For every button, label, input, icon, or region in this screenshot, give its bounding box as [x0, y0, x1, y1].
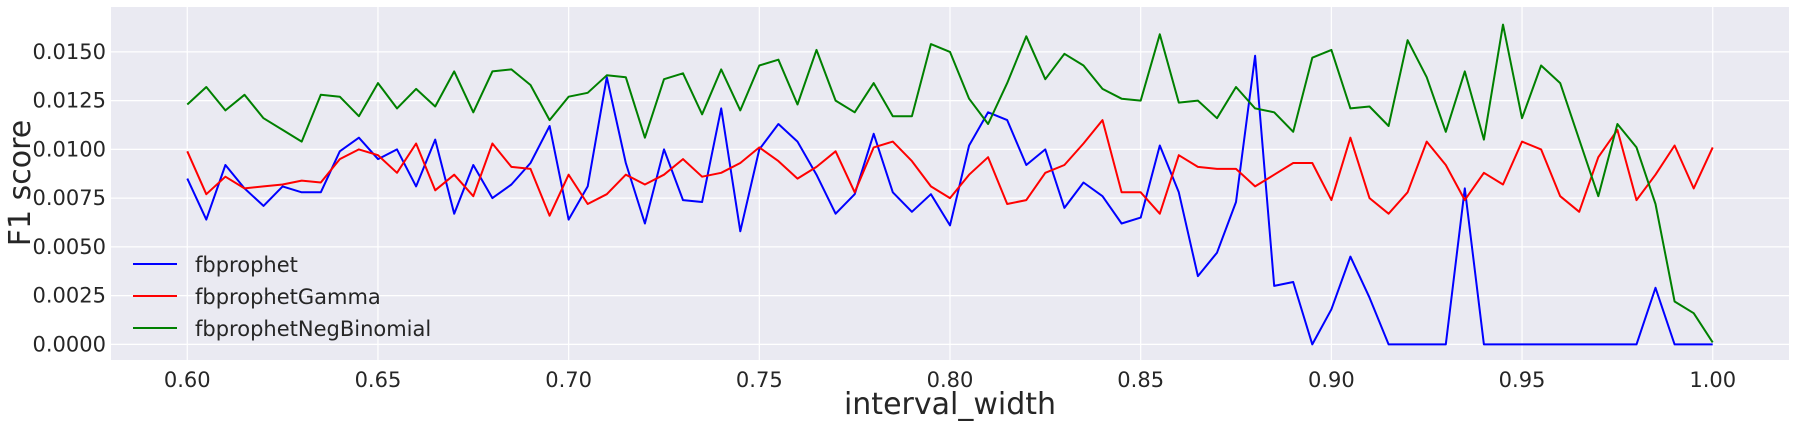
y-tick-label: 0.0150: [33, 40, 106, 64]
series-line-fbprophet: [186, 54, 1713, 346]
y-axis-title: F1 score: [3, 120, 38, 247]
x-tick-label: 0.80: [927, 368, 974, 392]
x-tick-label: 0.95: [1499, 368, 1546, 392]
x-axis-tick-labels: 0.60 0.65 0.70 0.75 0.80 0.85 0.90 0.95 1.00: [164, 368, 1736, 392]
legend-label: fbprophetGamma: [195, 285, 381, 309]
x-tick-label: 0.65: [355, 368, 402, 392]
y-tick-label: 0.0100: [33, 137, 106, 161]
y-axis-tick-labels: 0.0000 0.0025 0.0050 0.0075 0.0100 0.0125 0.01…: [33, 40, 106, 357]
legend-label: fbprophetNegBinomial: [195, 317, 431, 341]
legend-label: fbprophet: [195, 253, 298, 277]
x-tick-label: 0.75: [736, 368, 783, 392]
series-line-fbprophetGamma: [186, 119, 1714, 217]
y-tick-label: 0.0050: [33, 235, 106, 259]
x-tick-label: 1.00: [1689, 368, 1736, 392]
x-tick-label: 0.60: [164, 368, 211, 392]
y-tick-label: 0.0025: [33, 284, 106, 308]
series-line-fbprophetNegBinomial: [186, 23, 1714, 343]
x-tick-label: 0.70: [545, 368, 592, 392]
y-tick-label: 0.0000: [33, 332, 106, 356]
y-tick-label: 0.0125: [33, 89, 106, 113]
legend: fbprophet fbprophetGamma fbprophetNegBinom…: [133, 253, 431, 341]
x-tick-label: 0.85: [1117, 368, 1164, 392]
x-axis-title: interval_width: [844, 387, 1056, 422]
x-tick-label: 0.90: [1308, 368, 1355, 392]
y-tick-label: 0.0075: [33, 186, 106, 210]
series-lines: [186, 23, 1714, 346]
